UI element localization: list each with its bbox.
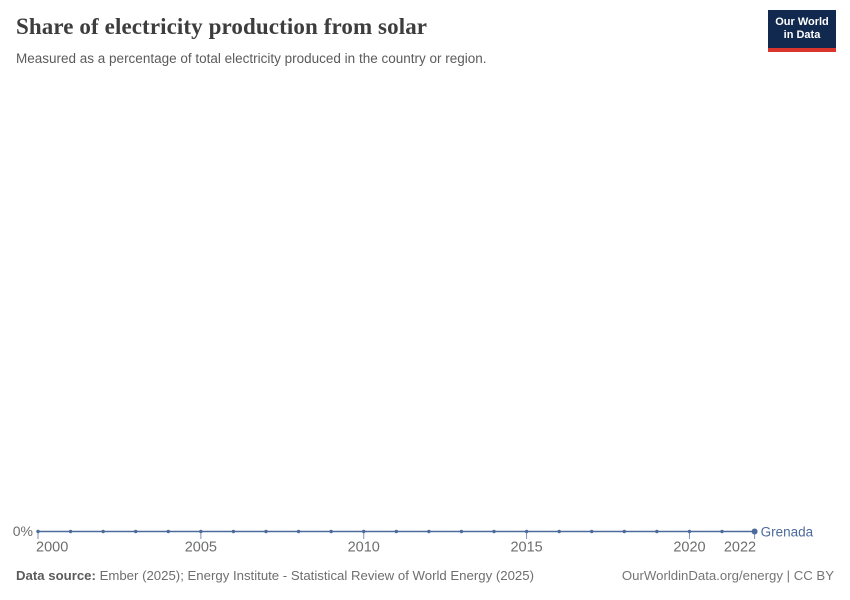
data-source-note: Data source: Ember (2025); Energy Instit… [16,568,534,583]
data-point[interactable] [134,529,138,534]
x-axis-label: 2022 [724,540,756,556]
x-axis-label: 2015 [510,540,542,556]
data-point[interactable] [68,529,73,534]
data-point[interactable] [720,529,724,534]
data-point[interactable] [199,529,203,534]
data-point[interactable] [296,529,301,534]
data-point[interactable] [655,529,659,534]
x-axis-label: 2020 [673,540,705,556]
series-label-grenada[interactable]: Grenada [761,525,814,540]
x-axis-label: 2005 [185,540,217,556]
data-point[interactable] [264,529,268,534]
data-point[interactable] [329,529,333,534]
data-point[interactable] [622,529,627,534]
data-point[interactable] [362,529,366,534]
chart-subtitle: Measured as a percentage of total electr… [16,51,487,66]
data-point[interactable] [231,529,236,534]
data-point[interactable] [427,529,431,534]
license-link[interactable]: OurWorldinData.org/energy | CC BY [621,568,834,583]
data-point[interactable] [36,529,40,534]
x-axis-label: 2010 [348,540,380,556]
data-point[interactable] [751,528,758,535]
data-source-text: Ember (2025); Energy Institute - Statist… [99,568,534,583]
data-point[interactable] [557,529,561,534]
logo-text-line1: Our World [775,16,829,28]
x-axis-label: 2000 [36,540,68,556]
owid-logo[interactable]: Our World in Data [768,10,836,52]
data-point[interactable] [524,529,529,534]
data-point[interactable] [687,529,692,534]
page-title: Share of electricity production from sol… [16,14,428,39]
y-axis-label: 0% [13,523,33,539]
logo-text-line2: in Data [783,29,821,41]
data-point[interactable] [394,529,398,534]
data-point[interactable] [492,529,496,534]
data-point[interactable] [166,529,170,534]
data-source-label: Data source: [16,568,96,583]
data-point[interactable] [590,529,594,534]
data-point[interactable] [459,529,464,534]
data-point[interactable] [101,529,105,534]
